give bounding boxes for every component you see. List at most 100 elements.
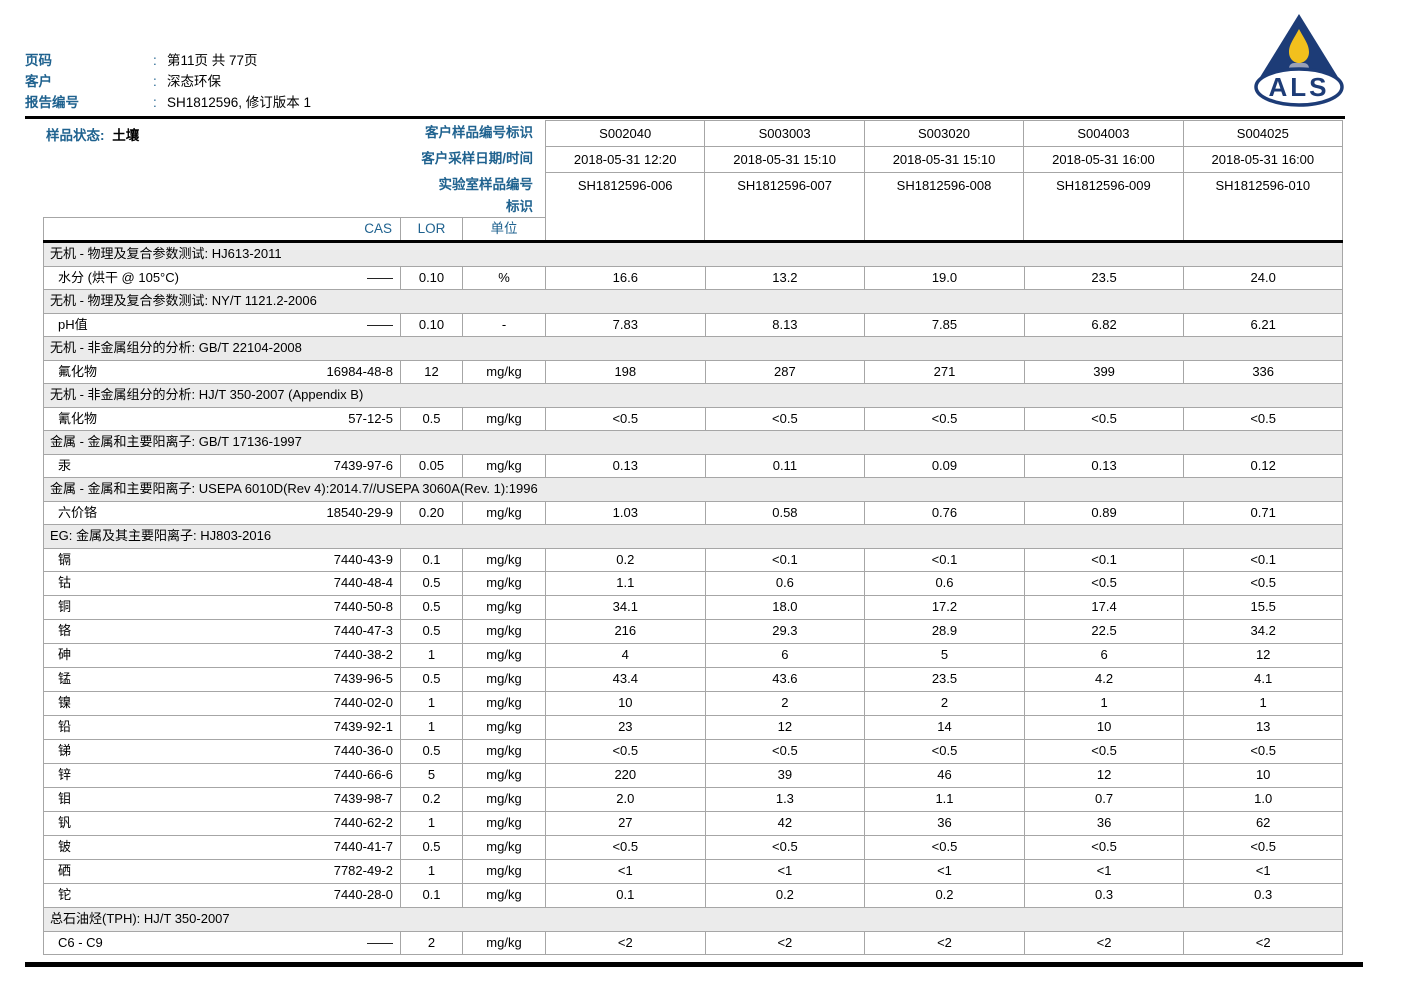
- table-row: 镍 7440-02-0 1 mg/kg 10 2 2 1 1: [43, 692, 1343, 716]
- result-value: 24.0: [1183, 267, 1343, 289]
- unit-value: mg/kg: [462, 788, 545, 811]
- result-value: 10: [1023, 716, 1184, 739]
- parameter-cell: 镍 7440-02-0: [43, 692, 400, 715]
- result-value: 0.3: [1023, 884, 1184, 907]
- result-value: <0.5: [545, 408, 705, 430]
- unit-value: mg/kg: [462, 455, 545, 477]
- lor-value: 0.10: [400, 314, 462, 336]
- parameter-name: 砷: [58, 647, 72, 662]
- parameter-cell: 水分 (烘干 @ 105°C) ——: [43, 267, 400, 289]
- result-value: 0.6: [864, 572, 1024, 595]
- header-rule: [43, 240, 1343, 243]
- result-value: 336: [1183, 361, 1343, 383]
- parameter-cell: 锌 7440-66-6: [43, 764, 400, 787]
- result-value: <1: [704, 860, 865, 883]
- result-value: 216: [545, 620, 705, 643]
- lor-value: 1: [400, 692, 462, 715]
- cas-number: 7439-97-6: [333, 458, 393, 473]
- cas-number: 7440-48-4: [333, 575, 393, 590]
- sample-id: S002040: [546, 121, 705, 147]
- sample-column: S004025 2018-05-31 16:00 SH1812596-010: [1182, 120, 1344, 240]
- result-value: <0.5: [1023, 740, 1184, 763]
- unit-value: mg/kg: [462, 620, 545, 643]
- table-row: pH值 —— 0.10-7.83 8.13 7.85 6.82 6.21: [43, 313, 1343, 337]
- lor-value: 12: [400, 361, 462, 383]
- lab-sample-id: SH1812596-009: [1056, 178, 1151, 193]
- table-row: 锑 7440-36-0 0.5 mg/kg <0.5 <0.5 <0.5 <0.5 <0.5: [43, 740, 1343, 764]
- als-logo-graphic: ALS: [1254, 14, 1344, 107]
- lor-value: 0.05: [400, 455, 462, 477]
- result-value: <1: [1183, 860, 1343, 883]
- lor-value: 1: [400, 812, 462, 835]
- cas-number: ——: [367, 270, 393, 285]
- unit-value: mg/kg: [462, 836, 545, 859]
- table-row: 铬 7440-47-3 0.5 mg/kg 216 29.3 28.9 22.5 34.2: [43, 620, 1343, 644]
- result-value: 4.1: [1183, 668, 1343, 691]
- unit-value: mg/kg: [462, 692, 545, 715]
- table-row: 钒 7440-62-2 1 mg/kg 27 42 36 36 62: [43, 812, 1343, 836]
- section-header: 总石油烃(TPH): HJ/T 350-2007: [43, 908, 1343, 931]
- lor-value: 0.5: [400, 836, 462, 859]
- parameter-cell: 钒 7440-62-2: [43, 812, 400, 835]
- als-logo: ALS: [1252, 12, 1346, 112]
- sample-columns: S002040 2018-05-31 12:20 SH1812596-006 S003…: [545, 120, 1344, 240]
- result-value: 14: [864, 716, 1024, 739]
- result-value: <0.5: [864, 408, 1024, 430]
- section-header: 无机 - 非金属组分的分析: GB/T 22104-2008: [43, 337, 1343, 360]
- parameter-name: 铍: [58, 839, 72, 854]
- result-value: 0.11: [704, 455, 865, 477]
- table-row: 铅 7439-92-1 1 mg/kg 23 12 14 10 13: [43, 716, 1343, 740]
- parameter-cell: 砷 7440-38-2: [43, 644, 400, 667]
- result-value: <0.5: [1183, 836, 1343, 859]
- table-row: C6 - C9 —— 2 mg/kg <2 <2 <2 <2 <2: [43, 931, 1343, 955]
- result-value: 36: [864, 812, 1024, 835]
- parameter-cell: 镉 7440-43-9: [43, 549, 400, 571]
- unit-value: mg/kg: [462, 408, 545, 430]
- result-value: 23.5: [1023, 267, 1184, 289]
- result-value: 0.09: [864, 455, 1024, 477]
- result-value: 10: [1183, 764, 1343, 787]
- table-row: 铊 7440-28-0 0.1 mg/kg 0.1 0.2 0.2 0.3 0.3: [43, 884, 1343, 908]
- lor-value: 0.5: [400, 620, 462, 643]
- result-value: 6.21: [1183, 314, 1343, 336]
- result-value: 198: [545, 361, 705, 383]
- meta-value-report-no: SH1812596, 修订版本 1: [167, 95, 312, 110]
- result-value: 399: [1023, 361, 1184, 383]
- cas-number: 16984-48-8: [326, 364, 394, 379]
- sample-id: S004025: [1183, 121, 1343, 147]
- col-header-lor: LOR: [400, 218, 462, 240]
- sample-state: 样品状态: 土壤: [46, 124, 139, 144]
- flame-icon: [1289, 29, 1309, 63]
- result-value: <0.1: [1183, 549, 1343, 571]
- table-row: 锌 7440-66-6 5 mg/kg 220 39 46 12 10: [43, 764, 1343, 788]
- table-row: 铜 7440-50-8 0.5 mg/kg 34.1 18.0 17.2 17.4 15.5: [43, 596, 1343, 620]
- result-value: 39: [704, 764, 865, 787]
- sample-column: S004003 2018-05-31 16:00 SH1812596-009: [1023, 120, 1183, 240]
- lor-value: 0.5: [400, 596, 462, 619]
- parameter-cell: 锑 7440-36-0: [43, 740, 400, 763]
- sample-id: S004003: [1024, 121, 1183, 147]
- col-header-unit: 单位: [462, 218, 545, 240]
- cas-number: 7439-96-5: [333, 671, 393, 686]
- results-table: 无机 - 物理及复合参数测试: HJ613-2011 水分 (烘干 @ 105°C…: [43, 243, 1343, 955]
- result-value: 0.2: [545, 549, 705, 571]
- cas-number: 7440-38-2: [333, 647, 393, 662]
- meta-label-page: 页码: [25, 53, 52, 68]
- col-header-cas: CAS: [43, 218, 400, 240]
- result-value: 42: [704, 812, 865, 835]
- cas-number: 7440-02-0: [333, 695, 393, 710]
- result-value: 2: [864, 692, 1024, 715]
- parameter-name: 氰化物: [58, 411, 98, 426]
- result-value: <0.1: [704, 549, 865, 571]
- cas-number: 7439-98-7: [333, 791, 393, 806]
- unit-value: mg/kg: [462, 716, 545, 739]
- result-value: 23.5: [864, 668, 1024, 691]
- parameter-cell: 铅 7439-92-1: [43, 716, 400, 739]
- lab-sample-id: SH1812596-006: [577, 178, 673, 193]
- result-value: 12: [704, 716, 865, 739]
- cas-number: 18540-29-9: [326, 505, 394, 520]
- result-value: 6.82: [1023, 314, 1184, 336]
- parameter-name: 氟化物: [58, 364, 98, 379]
- lor-value: 0.20: [400, 502, 462, 524]
- table-row: 铍 7440-41-7 0.5 mg/kg <0.5 <0.5 <0.5 <0.5 <0.5: [43, 836, 1343, 860]
